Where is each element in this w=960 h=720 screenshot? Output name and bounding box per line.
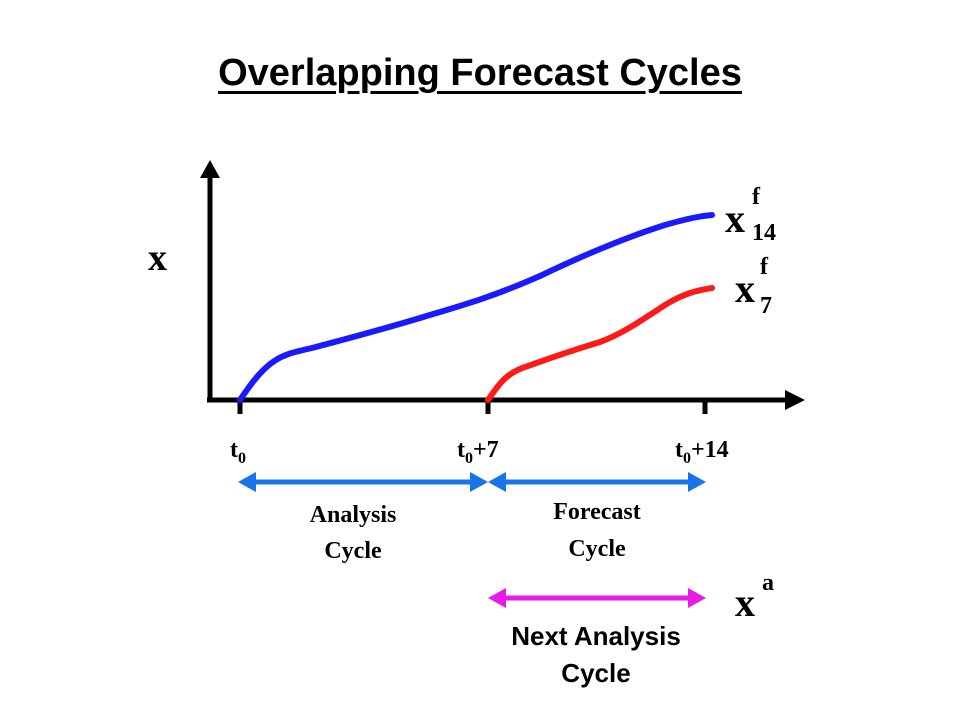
page-title: Overlapping Forecast Cycles (218, 52, 742, 94)
tick-label-t0-plus-14: t0+14 (675, 437, 729, 467)
curve-label-14-sup: f (752, 184, 761, 210)
x-axis-arrowhead (785, 390, 805, 410)
next-analysis-cycle-label-line1: Next Analysis (511, 621, 681, 651)
analysis-cycle-label-line1: Analysis (310, 502, 397, 528)
forecast-cycle-label-line1: Forecast (553, 499, 641, 525)
curve-label-7: x (735, 266, 755, 311)
curve-label-14-sub: 14 (752, 220, 776, 246)
analysis-cycle-arrow (238, 472, 488, 492)
forecast-curve-7 (485, 285, 715, 403)
forecast-curve-14 (237, 212, 715, 403)
curve-label-7-sup: f (760, 254, 769, 280)
curve-label-14: x (725, 196, 745, 241)
analysis-symbol: x (735, 580, 755, 625)
forecast-cycle-arrow (488, 472, 706, 492)
y-axis-arrowhead (200, 160, 220, 178)
curve-label-7-sub: 7 (760, 293, 772, 319)
next-analysis-cycle-label-line2: Cycle (561, 658, 630, 688)
tick-label-t0: t0 (230, 437, 246, 467)
y-axis-label: x (148, 237, 167, 279)
tick-label-t0-plus-7: t0+7 (457, 437, 499, 467)
analysis-cycle-label-line2: Cycle (324, 538, 382, 564)
forecast-cycle-label-line2: Cycle (568, 536, 626, 562)
analysis-symbol-sup: a (762, 570, 774, 596)
next-analysis-cycle-arrow (488, 588, 706, 608)
